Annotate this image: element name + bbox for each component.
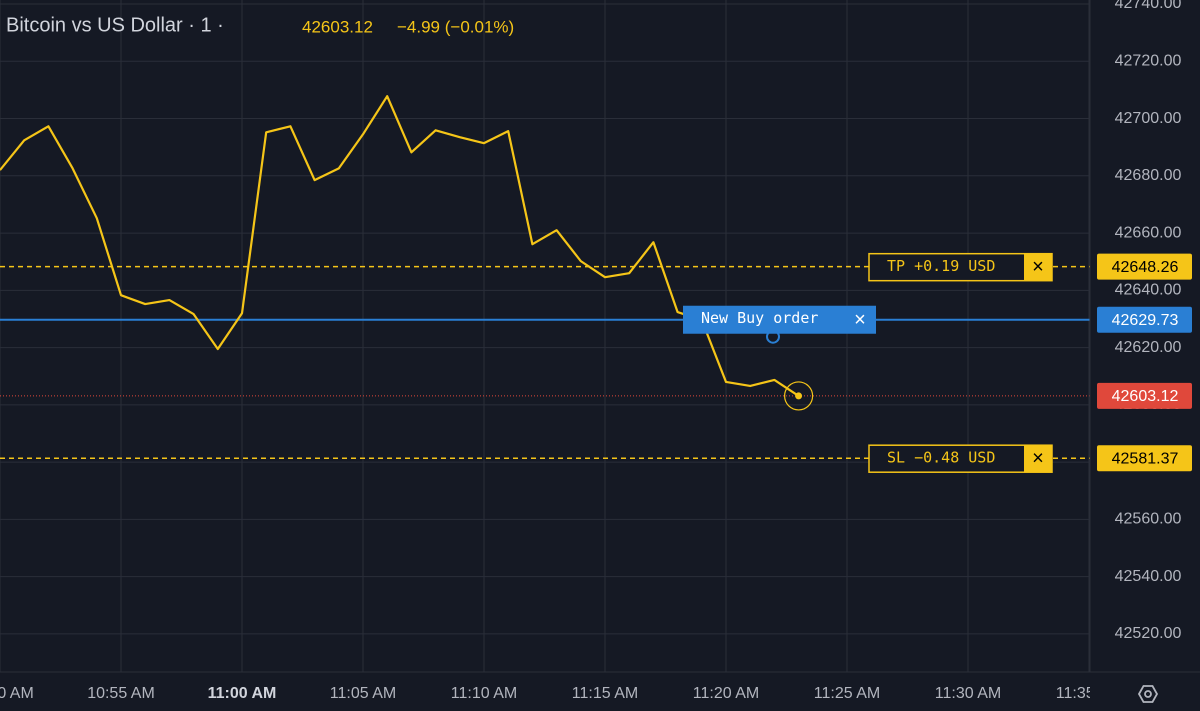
price-box-label: 42581.37 — [1112, 450, 1179, 467]
price-box — [1097, 382, 1192, 409]
x-tick-label: 10:55 AM — [87, 685, 155, 702]
x-tick-label: 11:00 AM — [208, 685, 277, 702]
overlays: TP +0.19 USD × 42648.26 New Buy order × 42629… — [683, 252, 1192, 473]
order-close[interactable]: × — [1032, 447, 1044, 469]
price-box-label: 42629.73 — [1112, 312, 1179, 329]
last-point — [795, 392, 803, 400]
y-tick-label: 42680.00 — [1115, 167, 1182, 184]
price-box — [1097, 306, 1192, 333]
last-point-ring — [783, 381, 814, 411]
price-axis-panel — [1090, 0, 1200, 711]
grid — [0, 0, 1090, 672]
price-box-label: 42603.12 — [1112, 388, 1179, 405]
order-label-box[interactable] — [683, 305, 876, 334]
y-tick-label: 42640.00 — [1115, 282, 1182, 299]
x-tick-label: 11:15 AM — [572, 685, 638, 702]
x-tick-label: 11:30 AM — [935, 685, 1001, 702]
x-tick-label: 11:20 AM — [693, 685, 759, 702]
price-box — [1097, 445, 1192, 472]
chart-title: Bitcoin vs US Dollar · 1 · — [6, 14, 224, 36]
y-tick-label: 42720.00 — [1115, 52, 1182, 69]
x-axis: 10:50 AM 10:55 AM 11:00 AM 11:05 AM 11:10 AM… — [0, 685, 1122, 702]
order-label: SL −0.48 USD — [887, 449, 995, 467]
x-tick-label: 11:10 AM — [451, 685, 517, 702]
y-tick-label: 42520.00 — [1115, 625, 1182, 642]
gear-outline — [1137, 685, 1159, 703]
x-tick-label: 10:50 AM — [0, 685, 34, 702]
price-box — [1097, 253, 1192, 280]
order-label: TP +0.19 USD — [887, 257, 995, 275]
x-tick-label: 11:25 AM — [814, 685, 880, 702]
y-tick-label: 42560.00 — [1115, 511, 1182, 528]
order-close-box[interactable] — [1024, 253, 1052, 281]
order-label: New Buy order — [701, 309, 818, 327]
order-close[interactable]: × — [854, 309, 866, 331]
y-tick-label: 42660.00 — [1115, 224, 1182, 241]
order-close-box[interactable] — [1024, 445, 1052, 473]
header-price: 42603.12 — [302, 17, 373, 36]
order-close[interactable]: × — [1032, 256, 1044, 278]
y-tick-label: 42620.00 — [1115, 339, 1182, 356]
plot — [0, 95, 1090, 459]
x-tick-label: 11:05 AM — [330, 685, 396, 702]
header-change: −4.99 (−0.01%) — [397, 17, 514, 36]
price-series — [0, 95, 800, 397]
settings-icon[interactable] — [1137, 685, 1159, 703]
price-box-label: 42648.26 — [1112, 259, 1179, 276]
gear-center — [1144, 690, 1152, 698]
y-tick-label: 42740.00 — [1115, 0, 1182, 12]
y-tick-label: 42700.00 — [1115, 110, 1182, 127]
y-tick-label: 42540.00 — [1115, 568, 1182, 585]
